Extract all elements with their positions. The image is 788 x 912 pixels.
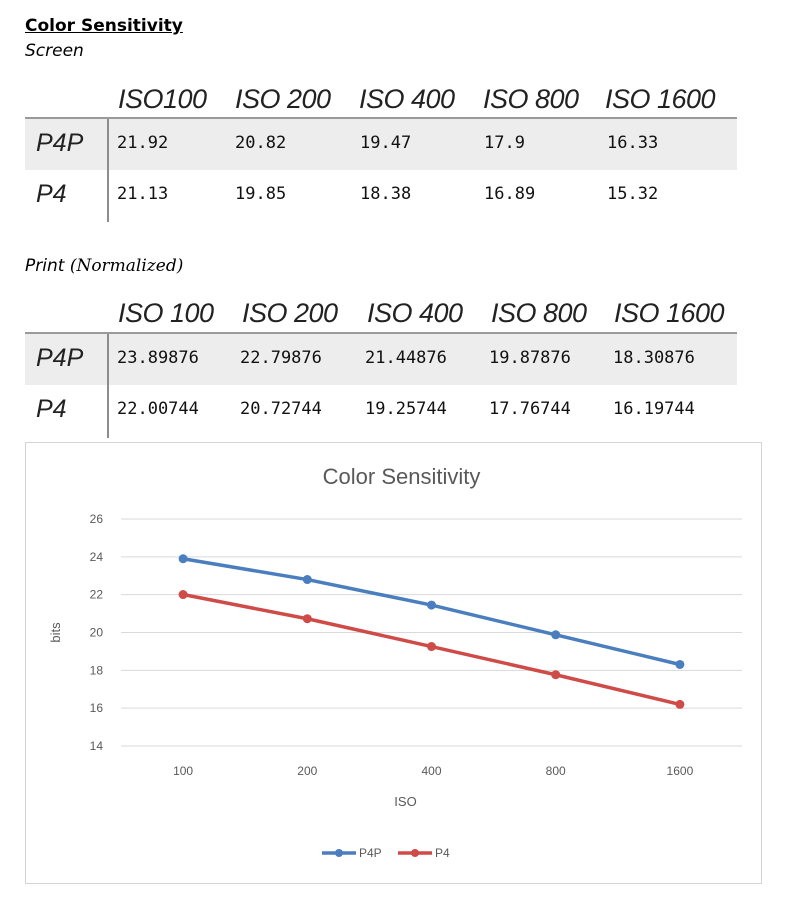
table-divider — [25, 117, 737, 119]
x-tick-label: 100 — [173, 764, 193, 778]
column-header: ISO 200 — [235, 84, 331, 114]
column-header: ISO 800 — [483, 84, 579, 114]
data-point — [178, 590, 188, 600]
screen-table: ISO100 ISO 200 ISO 400 ISO 800 ISO 1600 … — [25, 80, 737, 225]
y-tick-label: 14 — [90, 739, 104, 753]
legend-label: P4P — [359, 846, 382, 860]
y-tick-label: 24 — [90, 550, 104, 564]
row-label: P4 — [36, 395, 67, 423]
data-point — [302, 614, 312, 624]
data-point — [427, 600, 436, 610]
row-label: P4P — [36, 344, 84, 372]
print-table-header: ISO 100 ISO 200 ISO 400 ISO 800 ISO 1600 — [25, 294, 737, 332]
y-tick-label: 16 — [90, 701, 104, 715]
data-point — [551, 670, 561, 680]
table-cell: 16.19744 — [613, 399, 695, 419]
table-cell: 22.00744 — [117, 399, 199, 419]
table-cell: 16.89 — [484, 184, 536, 204]
table-divider — [107, 334, 109, 438]
x-tick-label: 800 — [546, 764, 566, 778]
legend-marker — [411, 849, 419, 857]
table-divider — [25, 332, 737, 334]
table-cell: 22.79876 — [240, 348, 322, 368]
table-row: P4 22.00744 20.72744 19.25744 17.76744 1… — [25, 385, 737, 436]
legend-label: P4 — [435, 846, 450, 860]
row-label: P4P — [36, 129, 84, 157]
table-cell: 19.87876 — [489, 348, 571, 368]
data-point — [302, 575, 312, 585]
column-header: ISO100 — [118, 84, 207, 114]
table-cell: 20.82 — [235, 133, 287, 153]
table-divider — [107, 119, 109, 222]
page-heading: Color Sensitivity — [25, 16, 183, 36]
table-cell: 17.76744 — [489, 399, 571, 419]
data-point — [178, 554, 188, 564]
screen-table-header: ISO100 ISO 200 ISO 400 ISO 800 ISO 1600 — [25, 80, 737, 118]
x-tick-label: 400 — [421, 764, 441, 778]
print-subheading: Print (Normalized) — [25, 256, 183, 276]
data-point — [675, 699, 685, 709]
table-cell: 16.33 — [607, 133, 659, 153]
x-axis-label: ISO — [394, 794, 416, 809]
table-cell: 18.38 — [360, 184, 412, 204]
column-header: ISO 800 — [491, 298, 587, 328]
row-label: P4 — [36, 180, 67, 208]
data-point — [551, 630, 561, 640]
y-tick-label: 22 — [90, 588, 104, 602]
column-header: ISO 1600 — [614, 298, 725, 328]
table-row: P4P 23.89876 22.79876 21.44876 19.87876 … — [25, 334, 737, 385]
data-point — [427, 642, 436, 652]
data-point — [675, 659, 685, 669]
table-cell: 20.72744 — [240, 399, 322, 419]
print-note: (Normalized) — [69, 256, 184, 276]
chart-panel: Color Sensitivity 14 16 18 20 22 24 26 100 200 400… — [25, 442, 762, 884]
y-tick-label: 18 — [90, 663, 104, 677]
table-cell: 21.44876 — [365, 348, 447, 368]
column-header: ISO 400 — [367, 298, 463, 328]
column-header: ISO 100 — [118, 298, 214, 328]
screen-subheading: Screen — [25, 41, 84, 61]
table-cell: 18.30876 — [613, 348, 695, 368]
x-tick-label: 1600 — [667, 764, 694, 778]
table-cell: 15.32 — [607, 184, 659, 204]
table-cell: 17.9 — [484, 133, 525, 153]
table-cell: 21.92 — [117, 133, 169, 153]
print-label: Print — [25, 256, 65, 276]
column-header: ISO 200 — [242, 298, 338, 328]
table-cell: 23.89876 — [117, 348, 199, 368]
table-row: P4P 21.92 20.82 19.47 17.9 16.33 — [25, 119, 737, 170]
print-table: ISO 100 ISO 200 ISO 400 ISO 800 ISO 1600… — [25, 294, 737, 439]
table-cell: 19.47 — [360, 133, 412, 153]
y-tick-label: 20 — [90, 626, 104, 640]
table-row: P4 21.13 19.85 18.38 16.89 15.32 — [25, 170, 737, 221]
chart-title: Color Sensitivity — [323, 464, 481, 489]
column-header: ISO 1600 — [605, 84, 716, 114]
table-cell: 21.13 — [117, 184, 169, 204]
y-tick-label: 26 — [90, 512, 104, 526]
column-header: ISO 400 — [359, 84, 455, 114]
y-axis-label: bits — [48, 622, 63, 643]
table-cell: 19.85 — [235, 184, 287, 204]
x-tick-label: 200 — [297, 764, 317, 778]
legend-marker — [335, 849, 343, 857]
line-chart: Color Sensitivity 14 16 18 20 22 24 26 100 200 400… — [48, 464, 742, 860]
table-cell: 19.25744 — [365, 399, 447, 419]
